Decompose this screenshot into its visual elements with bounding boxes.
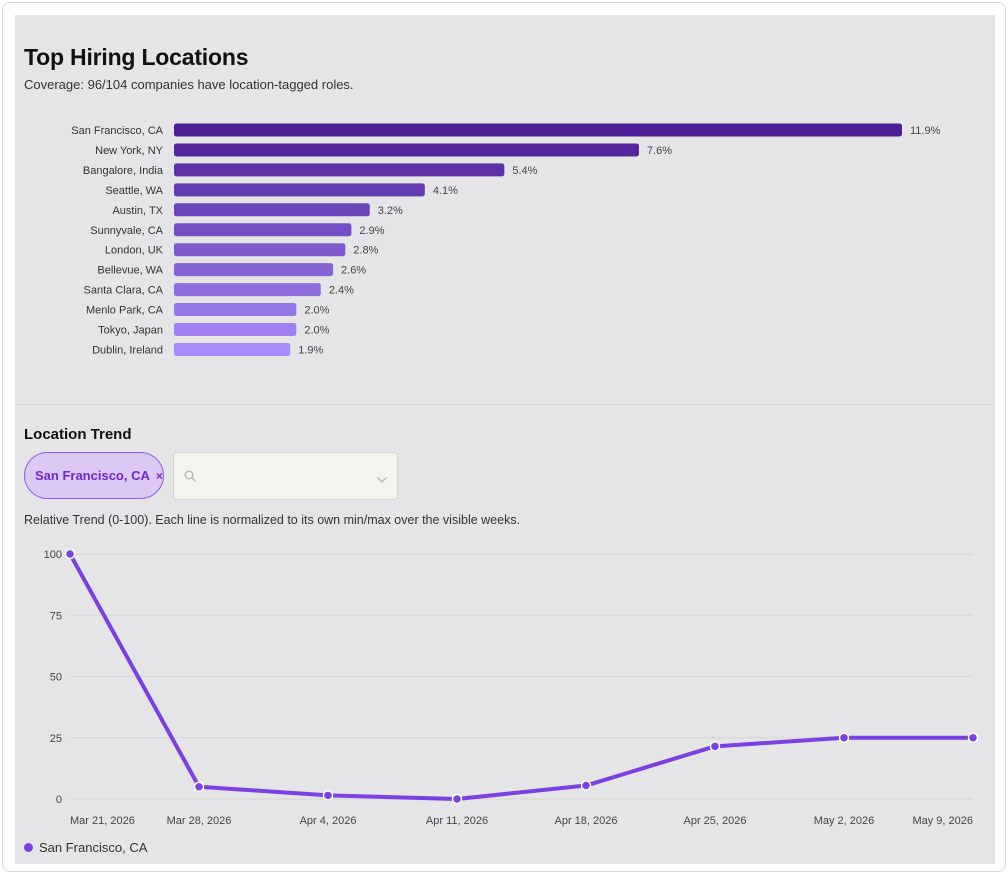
bar-value-label: 2.8% [353,245,378,257]
report-panel: Top Hiring Locations Coverage: 96/104 co… [15,15,995,864]
bar-value-label: 2.6% [341,265,366,277]
bar-value-label: 2.0% [304,325,329,337]
bar-value-label: 2.0% [304,305,329,317]
bar[interactable] [174,263,334,277]
x-tick-label: Apr 11, 2026 [426,815,488,827]
bar-value-label: 5.4% [512,165,537,177]
y-tick-label: 0 [56,794,62,806]
y-tick-label: 100 [44,549,62,561]
data-point[interactable] [193,781,205,792]
data-point[interactable] [709,741,721,752]
location-chip[interactable]: San Francisco, CA × [24,452,164,499]
coverage-text: Coverage: 96/104 companies have location… [24,77,354,92]
legend-label: San Francisco, CA [39,840,148,855]
bar-category-label: Tokyo, Japan [98,325,163,337]
bar-category-label: Bangalore, India [83,165,164,177]
data-point[interactable] [580,780,592,791]
y-tick-label: 25 [50,733,62,745]
data-point[interactable] [967,732,979,743]
legend-swatch [24,843,33,852]
location-trend-chart: 0 25 50 75 100 Mar 21, 2026 Mar 28, 2026 Apr 4,… [44,548,979,827]
x-tick-label: Apr 18, 2026 [555,815,618,827]
bar[interactable] [174,342,291,356]
bar-value-label: 7.6% [647,145,672,157]
bar-category-label: Menlo Park, CA [86,305,164,317]
bar[interactable] [174,303,297,317]
search-icon [184,469,196,487]
bar[interactable] [174,283,321,297]
location-search-input[interactable] [204,465,368,489]
locations-bar-chart: San Francisco, CA 11.9% New York, NY 7.6% Ba… [71,123,941,356]
x-tick-label: May 2, 2026 [814,815,875,827]
bar-category-label: Seattle, WA [105,185,163,197]
bar-value-label: 1.9% [298,344,323,356]
bar-category-label: Bellevue, WA [97,265,163,277]
x-tick-label: Apr 4, 2026 [300,815,357,827]
chart-legend: San Francisco, CA [24,840,147,855]
bar[interactable] [174,183,425,197]
bar[interactable] [174,323,297,336]
location-chip-label: San Francisco, CA [35,468,150,483]
bar-category-label: Santa Clara, CA [84,285,164,297]
trend-note: Relative Trend (0-100). Each line is nor… [24,513,521,527]
x-tick-label: May 9, 2026 [912,815,973,827]
bar[interactable] [174,143,639,157]
bar-value-label: 11.9% [910,125,941,137]
x-tick-label: Mar 21, 2026 [70,815,135,827]
location-search-select[interactable] [173,452,398,500]
bar-category-label: Austin, TX [112,205,163,217]
bar-category-label: San Francisco, CA [71,125,163,137]
x-tick-label: Apr 25, 2026 [684,815,747,827]
section-divider [15,404,991,405]
bar-category-label: London, UK [105,245,164,257]
data-point[interactable] [322,790,334,801]
bar-category-label: Dublin, Ireland [92,344,163,356]
bar[interactable] [174,163,505,177]
bar-category-label: New York, NY [95,145,164,157]
chevron-down-icon[interactable] [376,471,388,489]
bar[interactable] [174,243,346,257]
chip-remove-icon[interactable]: × [155,468,163,483]
page-title: Top Hiring Locations [24,44,249,70]
bar[interactable] [174,223,352,237]
y-tick-label: 75 [50,610,62,622]
bar-value-label: 3.2% [378,205,403,217]
data-point[interactable] [451,793,463,805]
bar-value-label: 2.4% [329,285,354,297]
x-tick-label: Mar 28, 2026 [167,815,232,827]
bar[interactable] [174,123,902,137]
series-line [68,552,975,801]
y-tick-label: 50 [50,672,62,684]
bar-category-label: Sunnyvale, CA [90,225,163,237]
bar-value-label: 4.1% [433,185,458,197]
trend-section-title: Location Trend [24,426,132,443]
data-point[interactable] [838,732,850,743]
data-point[interactable] [64,548,76,560]
bar-value-label: 2.9% [359,225,384,237]
bar[interactable] [174,203,370,217]
